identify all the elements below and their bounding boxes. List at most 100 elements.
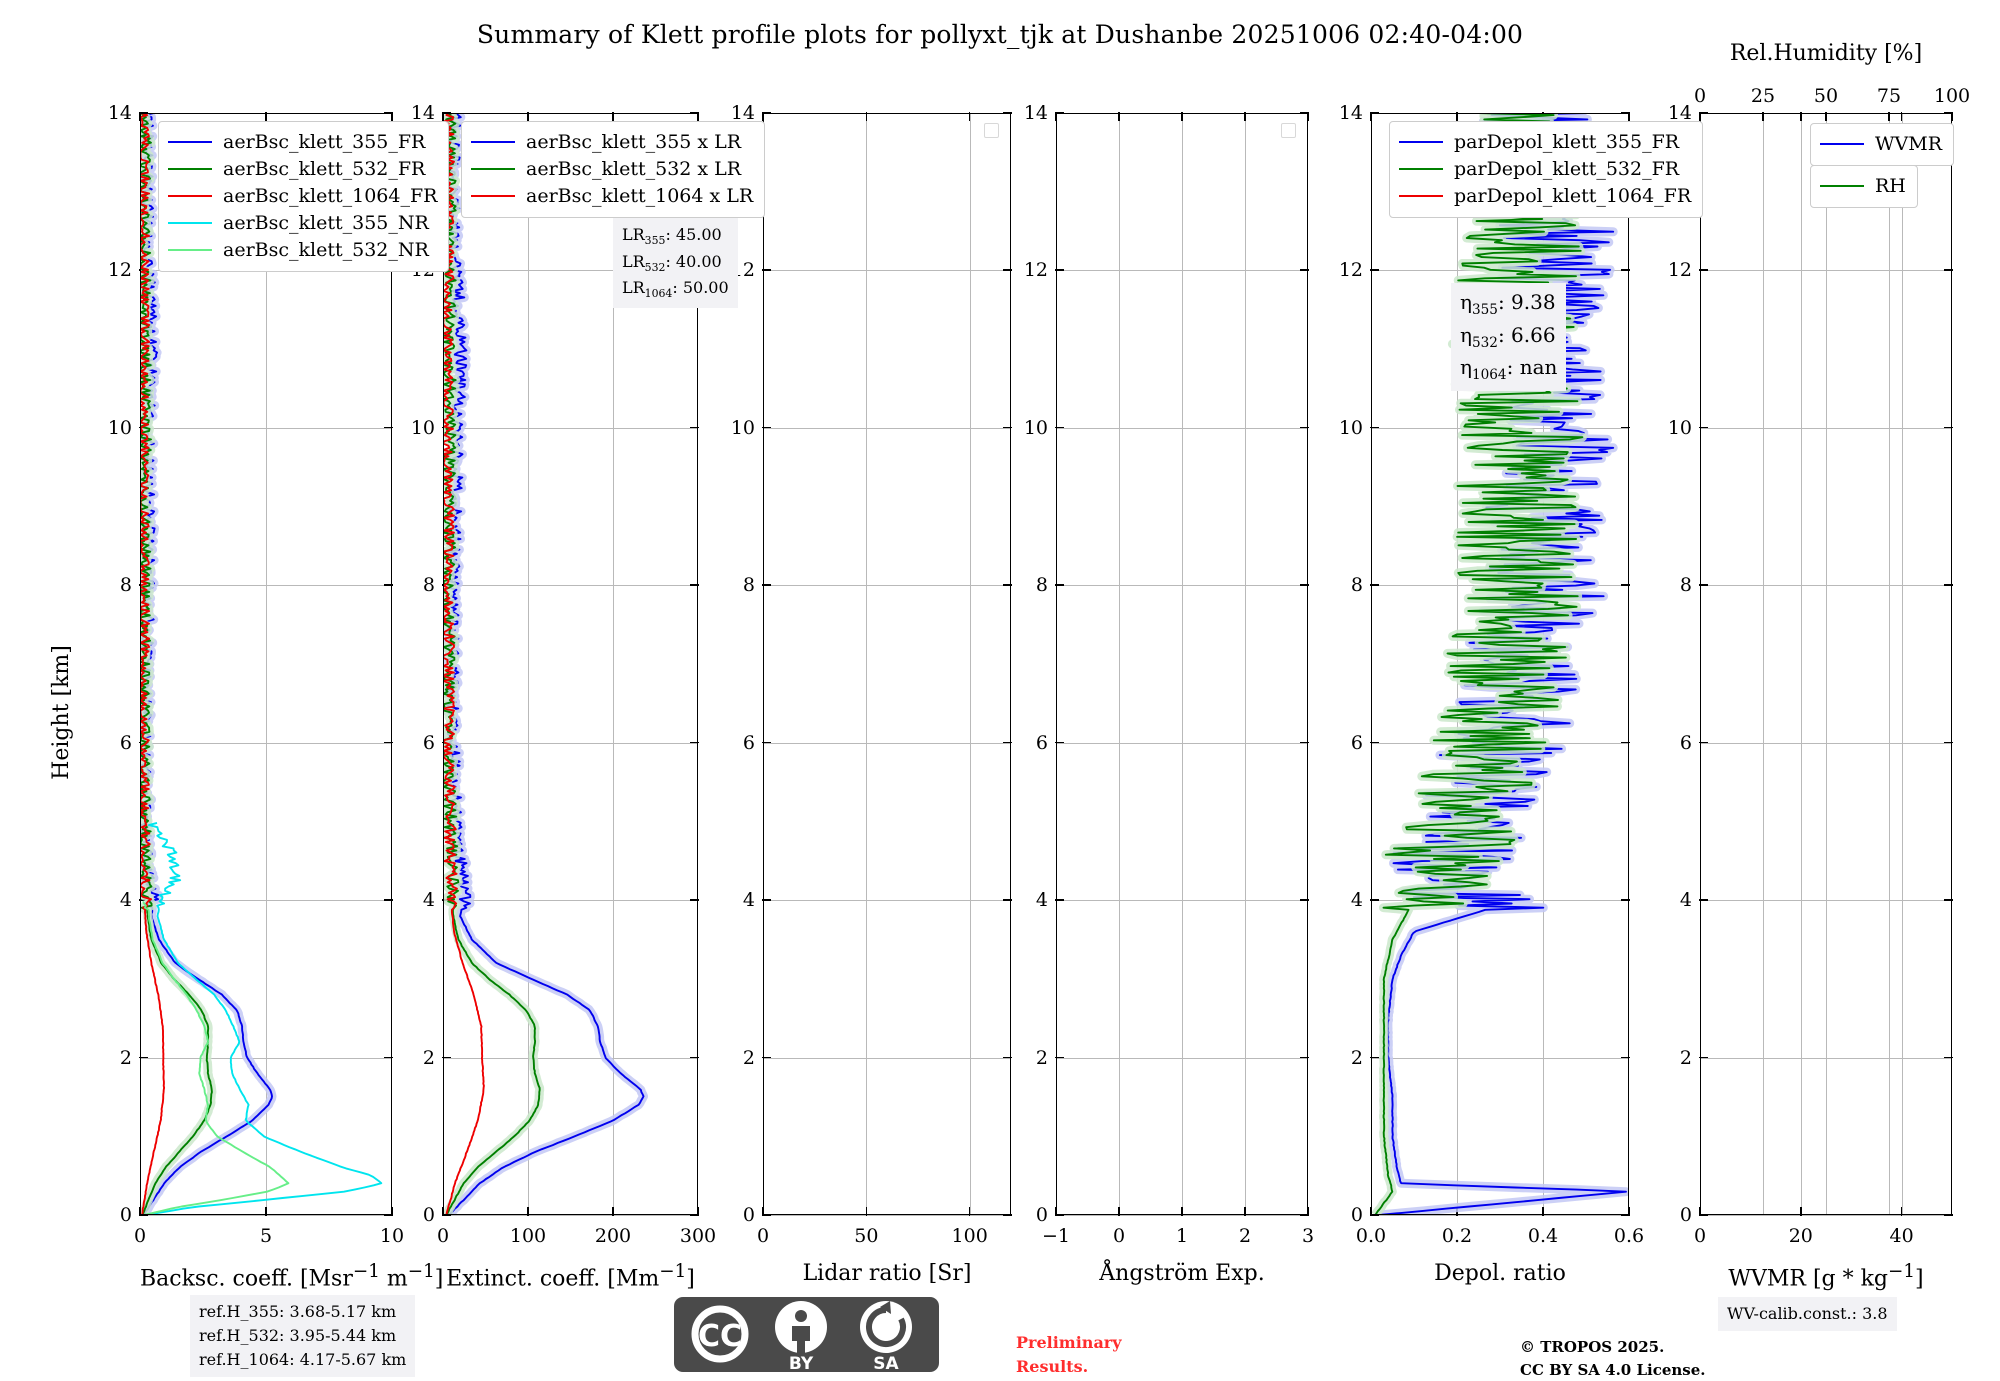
legend-color-swatch: [471, 195, 515, 197]
copyright-line-1: © TROPOS 2025.: [1520, 1336, 1706, 1359]
plot-frame: [1056, 113, 1308, 1215]
y-tick-label: 6: [120, 732, 132, 754]
legend-color-swatch: [1820, 143, 1864, 145]
top-x-tick-label: 50: [1814, 85, 1838, 107]
plot-frame: [140, 113, 392, 1215]
y-tick-label: 4: [1036, 889, 1048, 911]
legend-color-swatch: [168, 195, 212, 197]
y-tick-label: 6: [743, 732, 755, 754]
top-axis-title: Rel.Humidity [%]: [1700, 41, 1952, 66]
x-tick-label: 0: [1694, 1225, 1706, 1247]
x-tick-label: 0: [437, 1225, 449, 1247]
x-axis-title: Depol. ratio: [1371, 1261, 1629, 1286]
ref-h-1064: ref.H_1064: 4.17-5.67 km: [199, 1348, 406, 1372]
svg-text:CC: CC: [698, 1319, 742, 1354]
empty-legend-box[interactable]: [1281, 123, 1296, 138]
annotation-line: η532: 6.66: [1460, 321, 1557, 354]
annotation-line: η355: 9.38: [1460, 288, 1557, 321]
y-tick-label: 4: [1680, 889, 1692, 911]
legend-label: aerBsc_klett_1064 x LR: [526, 183, 753, 210]
y-tick-label: 4: [423, 889, 435, 911]
plot-frame: [763, 113, 1011, 1215]
top-x-tick-label: 100: [1934, 85, 1970, 107]
x-tick-label: 100: [952, 1225, 988, 1247]
svg-text:SA: SA: [873, 1354, 899, 1372]
x-tick-label: 20: [1789, 1225, 1813, 1247]
y-tick-label: 0: [1351, 1204, 1363, 1226]
legend-item[interactable]: aerBsc_klett_532 x LR: [471, 156, 753, 183]
y-tick-label: 4: [1351, 889, 1363, 911]
y-tick-label: 10: [411, 417, 435, 439]
y-tick-label: 8: [423, 574, 435, 596]
y-tick-label: 4: [743, 889, 755, 911]
ref-heights-box: ref.H_355: 3.68-5.17 km ref.H_532: 3.95-…: [190, 1295, 415, 1377]
top-x-tick-label: 75: [1877, 85, 1901, 107]
plot-frame: [1371, 113, 1629, 1215]
x-tick-label: 50: [854, 1225, 878, 1247]
x-tick-label: 300: [680, 1225, 716, 1247]
y-tick-label: 12: [1024, 259, 1048, 281]
legend-label: aerBsc_klett_532_FR: [223, 156, 425, 183]
y-tick-label: 0: [120, 1204, 132, 1226]
legend-color-swatch: [168, 141, 212, 143]
preliminary-note: Preliminary Results.: [1016, 1331, 1122, 1379]
y-tick-label: 8: [1351, 574, 1363, 596]
legend-color-swatch: [168, 168, 212, 170]
legend-item[interactable]: parDepol_klett_1064_FR: [1399, 183, 1691, 210]
x-tick-label: 0: [1113, 1225, 1125, 1247]
legend-item[interactable]: aerBsc_klett_355_FR: [168, 129, 437, 156]
legend-item[interactable]: aerBsc_klett_355 x LR: [471, 129, 753, 156]
annotation-line: LR1064: 50.00: [622, 276, 729, 303]
legend-label: parDepol_klett_532_FR: [1454, 156, 1679, 183]
legend-item[interactable]: aerBsc_klett_532_FR: [168, 156, 437, 183]
legend-item[interactable]: aerBsc_klett_355_NR: [168, 210, 437, 237]
legend-item[interactable]: aerBsc_klett_1064 x LR: [471, 183, 753, 210]
y-tick-label: 6: [1680, 732, 1692, 754]
legend-rh[interactable]: RH: [1810, 165, 1918, 208]
legend-label: aerBsc_klett_355 x LR: [526, 129, 741, 156]
x-axis-title: WVMR [g * kg−1]: [1700, 1261, 1952, 1291]
x-axis-title: Backsc. coeff. [Msr−1 m−1]: [140, 1261, 392, 1291]
legend-color-swatch: [1399, 141, 1443, 143]
y-tick-label: 0: [743, 1204, 755, 1226]
x-axis-title: Lidar ratio [Sr]: [763, 1261, 1011, 1286]
y-tick-label: 10: [1024, 417, 1048, 439]
legend-item[interactable]: WVMR: [1820, 131, 1942, 158]
legend-item[interactable]: aerBsc_klett_1064_FR: [168, 183, 437, 210]
y-tick-label: 2: [1351, 1047, 1363, 1069]
x-tick-label: 2: [1239, 1225, 1251, 1247]
empty-legend-box[interactable]: [984, 123, 999, 138]
y-tick-label: 8: [743, 574, 755, 596]
legend-label: aerBsc_klett_1064_FR: [223, 183, 437, 210]
legend-color-swatch: [471, 168, 515, 170]
x-tick-label: 100: [510, 1225, 546, 1247]
legend-label: aerBsc_klett_532 x LR: [526, 156, 741, 183]
annotation-line: η1064: nan: [1460, 353, 1557, 386]
x-tick-label: −1: [1042, 1225, 1070, 1247]
x-axis-title: Extinct. coeff. [Mm−1]: [443, 1261, 698, 1291]
legend-wvmr[interactable]: WVMR: [1810, 123, 1954, 166]
y-tick-label: 0: [1680, 1204, 1692, 1226]
plot-frame: [1700, 113, 1952, 1215]
legend-label: parDepol_klett_355_FR: [1454, 129, 1679, 156]
top-x-tick-label: 25: [1751, 85, 1775, 107]
top-x-tick-label: 0: [1694, 85, 1706, 107]
y-tick-label: 8: [120, 574, 132, 596]
y-tick-label: 2: [1680, 1047, 1692, 1069]
y-tick-label: 10: [108, 417, 132, 439]
legend-item[interactable]: aerBsc_klett_532_NR: [168, 237, 437, 264]
gridline-horizontal: [443, 1215, 698, 1216]
legend-color-swatch: [1399, 168, 1443, 170]
ref-h-532: ref.H_532: 3.95-5.44 km: [199, 1324, 406, 1348]
legend-item[interactable]: parDepol_klett_532_FR: [1399, 156, 1691, 183]
legend-item[interactable]: RH: [1820, 173, 1906, 200]
y-tick-label: 12: [1668, 259, 1692, 281]
legend-item[interactable]: parDepol_klett_355_FR: [1399, 129, 1691, 156]
